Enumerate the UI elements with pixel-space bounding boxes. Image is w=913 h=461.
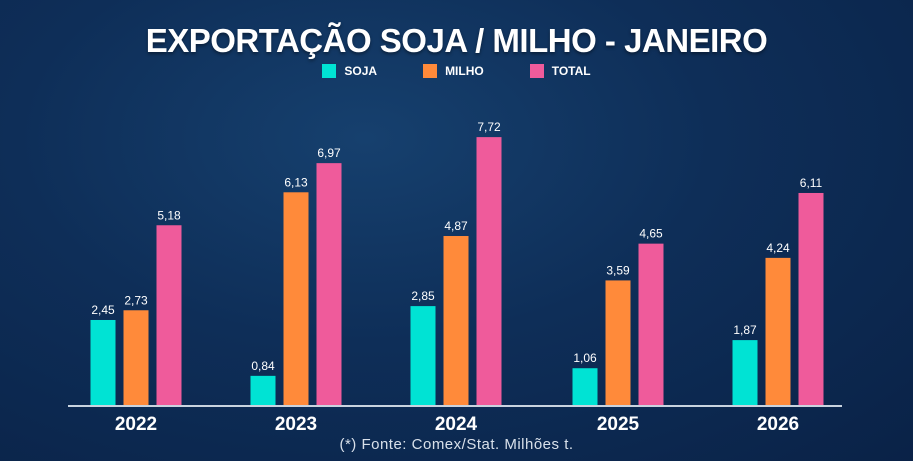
data-label: 6,13 <box>284 175 308 189</box>
x-tick-label: 2025 <box>597 414 640 435</box>
legend-swatch <box>529 64 544 78</box>
data-label: 3,59 <box>606 263 630 277</box>
legend-label: TOTAL <box>551 64 591 78</box>
data-label: 4,65 <box>639 227 663 241</box>
legend-label: MILHO <box>445 64 484 78</box>
bar-soja-2023 <box>250 375 276 405</box>
data-label: 7,72 <box>477 120 501 134</box>
bar-milho-2023 <box>283 192 309 405</box>
source-note: (*) Fonte: Comex/Stat. Milhões t. <box>339 436 574 453</box>
data-label: 6,11 <box>800 176 823 190</box>
chart-title: EXPORTAÇÃO SOJA / MILHO - JANEIRO <box>145 22 768 59</box>
data-label: 6,97 <box>317 146 341 160</box>
data-label: 4,24 <box>766 241 790 255</box>
bar-total-2023 <box>316 163 342 405</box>
x-tick-label: 2024 <box>435 414 478 435</box>
bar-total-2022 <box>156 225 182 405</box>
data-label: 5,18 <box>157 208 181 222</box>
data-label: 1,06 <box>573 351 597 365</box>
legend-swatch <box>423 64 438 78</box>
data-label: 4,87 <box>444 219 468 233</box>
legend-swatch <box>322 64 337 78</box>
bar-milho-2025 <box>605 280 631 405</box>
data-label: 0,84 <box>251 359 275 373</box>
bar-soja-2024 <box>410 306 436 405</box>
data-label: 2,45 <box>91 303 115 317</box>
data-label: 2,73 <box>124 293 148 307</box>
bar-milho-2026 <box>765 257 791 405</box>
bar-total-2024 <box>476 137 502 405</box>
bar-milho-2022 <box>123 310 149 405</box>
bar-total-2025 <box>638 243 664 405</box>
legend-item-milho: MILHO <box>423 64 484 78</box>
x-tick-label: 2026 <box>757 414 799 435</box>
bar-soja-2025 <box>572 368 598 405</box>
x-tick-label: 2022 <box>115 414 157 435</box>
bar-total-2026 <box>798 192 824 405</box>
bar-milho-2024 <box>443 236 469 405</box>
legend-label: SOJA <box>344 64 378 78</box>
data-label: 2,85 <box>411 289 435 303</box>
bar-soja-2022 <box>90 319 116 405</box>
data-label: 1,87 <box>733 323 757 337</box>
x-tick-label: 2023 <box>275 414 317 435</box>
legend: SOJA MILHO TOTAL <box>0 64 913 78</box>
legend-item-soja: SOJA <box>322 64 377 78</box>
legend-item-total: TOTAL <box>529 64 591 78</box>
bar-soja-2026 <box>732 340 758 405</box>
